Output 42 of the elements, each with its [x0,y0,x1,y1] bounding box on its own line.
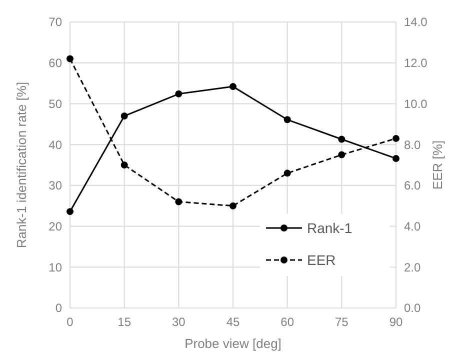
point [392,154,400,162]
x-tick-label: 30 [172,315,186,329]
legend-label: Rank-1 [307,220,352,236]
x-tick-label: 15 [118,315,132,329]
y-tick-label: 60 [48,56,62,70]
y-tick-label: 20 [48,219,62,234]
point [392,134,400,142]
x-tick-label: 60 [280,315,294,329]
point [66,55,74,62]
y-tick-label: 50 [48,96,62,111]
x-tick-label: 90 [389,315,403,329]
point [284,170,291,177]
x-tick-label: 45 [226,315,240,329]
x-tick-label: 75 [334,315,349,329]
point [230,202,236,210]
y-axis-title: Rank-1 identification rate [%] [14,82,29,248]
x-tick-label: 0 [66,315,74,329]
y2-tick-label: 10.0 [404,96,428,111]
point [120,112,128,120]
x-axis-title: Probe view [deg] [184,336,282,351]
point [284,116,291,124]
y-tick-label: 40 [48,138,62,152]
point [120,162,128,168]
y2-tick-label: 12.0 [404,56,428,70]
y-tick-label: 0 [55,301,62,316]
point [175,90,182,98]
y2-tick-label: 2.0 [404,260,422,274]
y-tick-label: 70 [48,15,62,30]
point [175,198,182,206]
point [230,83,236,90]
y2-tick-label: 8.0 [404,138,422,152]
y2-tick-label: 4.0 [404,219,422,234]
point [338,136,346,143]
legend-label: EER [307,252,336,268]
y2-axis-title: EER [%] [430,140,445,190]
y2-tick-label: 6.0 [404,178,422,193]
point [338,151,346,158]
y2-tick-label: 14.0 [404,15,428,30]
point [66,208,74,216]
y-tick-label: 30 [48,178,62,193]
y2-tick-label: 0.0 [404,301,422,316]
y-tick-label: 10 [48,260,62,274]
